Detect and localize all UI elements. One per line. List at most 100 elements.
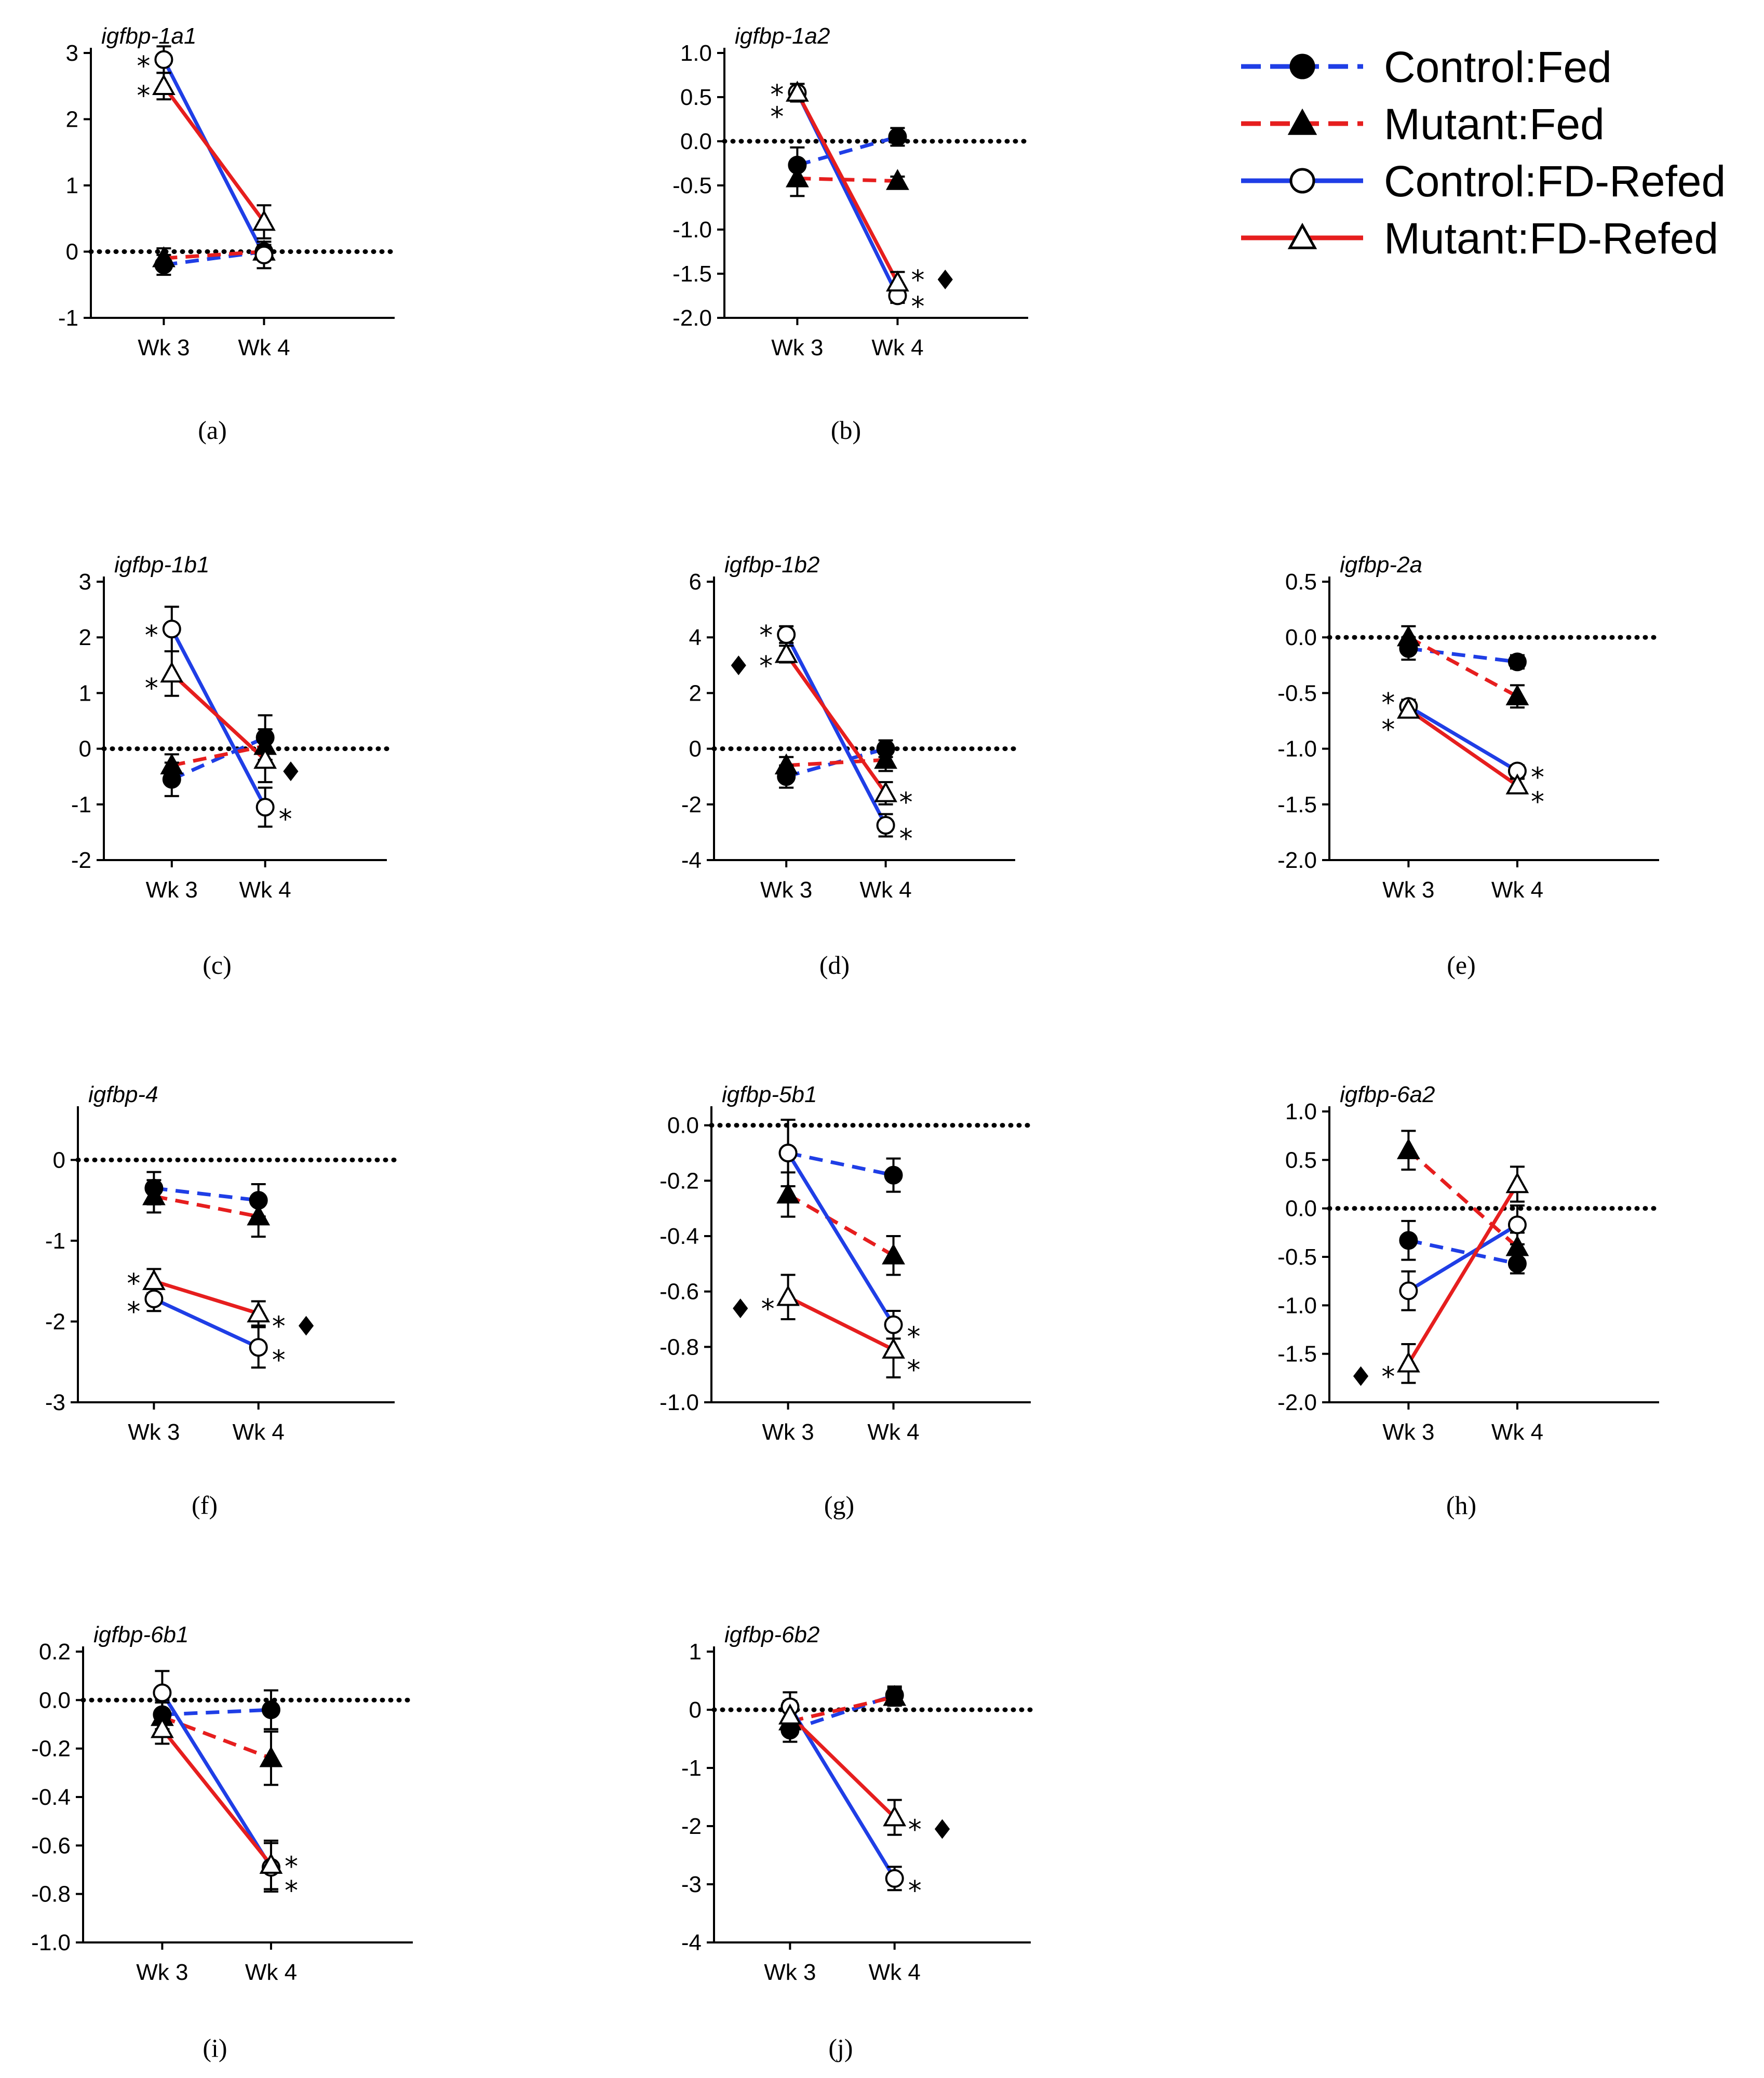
y-tick-label: 6: [689, 569, 702, 595]
data-point: [1397, 625, 1420, 647]
series-line: [1407, 708, 1518, 787]
y-tick-label: 3: [66, 41, 78, 66]
x-tick-label: Wk 4: [245, 1960, 297, 1985]
significance-marker: *: [907, 1321, 921, 1352]
significance-marker: *: [127, 1296, 140, 1328]
significance-marker: ♦: [279, 757, 303, 788]
data-point: [153, 1683, 172, 1702]
significance-marker: *: [137, 51, 150, 82]
series-line: [153, 1194, 259, 1218]
x-tick-label: Wk 3: [138, 335, 190, 360]
panel-h: -2.0 -1.5 -1.0 -0.5 0.0 0.5 1.0 Wk 3 Wk 4 igfbp-6…: [1277, 1082, 1662, 1520]
legend-marker: [1287, 108, 1317, 135]
y-tick-label: -1: [45, 1228, 65, 1254]
legend-marker: [1287, 222, 1317, 249]
y-tick-label: -0.2: [31, 1736, 71, 1762]
series-line: [171, 744, 266, 768]
series-line: [788, 1714, 896, 1819]
y-tick-label: 1: [689, 1639, 702, 1665]
data-point: [144, 1289, 164, 1308]
significance-marker: *: [911, 291, 924, 323]
legend-entry: Control:FD-Refed: [1241, 157, 1726, 206]
series-line: [160, 1692, 273, 1869]
y-tick-label: 0: [689, 1697, 702, 1723]
panel-b: -2.0 -1.5 -1.0 -0.5 0.0 0.5 1.0 Wk 3 Wk 4 igfbp-1…: [672, 23, 1031, 445]
y-tick-label: -1.5: [672, 261, 712, 287]
y-tick-label: -0.8: [31, 1882, 71, 1907]
y-tick-label: -1.0: [672, 217, 712, 243]
y-tick-label: -1.0: [1277, 1293, 1317, 1318]
legend-label: Control:FD-Refed: [1384, 157, 1726, 206]
significance-marker: * ♦: [911, 265, 957, 296]
series-line: [1408, 1238, 1518, 1266]
panel-label: (b): [831, 415, 861, 445]
panel-label: (e): [1447, 950, 1476, 980]
data-point: [255, 798, 275, 817]
y-tick-label: -0.2: [659, 1168, 699, 1194]
panel-label: (c): [203, 950, 232, 980]
y-tick-label: -0.5: [1277, 1244, 1317, 1270]
y-tick-label: 0: [53, 1147, 65, 1173]
panel-c: -2 -1 0 1 2 3 Wk 3 Wk 4 igfbp-1b1 * * ♦ * (c): [71, 552, 389, 980]
significance-marker: *: [770, 102, 784, 133]
significance-marker: * ♦: [908, 1814, 954, 1845]
series-line: [1408, 647, 1518, 664]
data-point: [882, 1243, 905, 1265]
y-tick-label: 1.0: [1285, 1099, 1317, 1124]
data-point: [885, 1869, 904, 1888]
series-line: [170, 672, 267, 761]
y-tick-label: 2: [66, 107, 78, 132]
y-tick-label: -0.5: [672, 173, 712, 198]
legend-entry: Mutant:FD-Refed: [1241, 214, 1718, 263]
significance-marker: *: [272, 1345, 286, 1376]
gene-title: igfbp-1b1: [114, 552, 209, 578]
significance-marker: *: [759, 620, 773, 651]
series-line: [787, 1192, 895, 1257]
data-point: [160, 661, 184, 683]
data-point: [884, 1315, 903, 1334]
gene-title: igfbp-5b1: [722, 1082, 817, 1107]
significance-marker: *: [285, 1875, 298, 1907]
data-point: [142, 1184, 166, 1205]
y-tick-label: 0.0: [680, 129, 712, 154]
significance-marker: *: [899, 823, 913, 854]
data-point: [261, 1700, 280, 1719]
panel-label: (f): [192, 1491, 218, 1520]
series-line: [160, 1728, 273, 1866]
panel-e: -2.0-1.5-1.0-0.50.00.5Wk 3 Wk 4igfbp-2a**…: [1277, 552, 1662, 980]
x-tick-label: Wk 3: [146, 877, 198, 903]
data-point: [1505, 773, 1529, 795]
panel-g: -1.0 -0.8 -0.6 -0.4 -0.2 0.0 Wk 3 Wk 4 igfbp-5b1…: [659, 1082, 1033, 1520]
panel-label: (h): [1446, 1491, 1476, 1520]
y-tick-label: 2: [79, 625, 91, 650]
data-point: [162, 620, 181, 639]
y-tick-label: 0.5: [1285, 1147, 1317, 1173]
x-tick-label: Wk 4: [233, 1419, 285, 1445]
series-line: [788, 1706, 896, 1880]
y-tick-label: -1.0: [659, 1390, 699, 1415]
data-point: [1505, 1235, 1529, 1256]
data-point: [876, 816, 895, 835]
y-tick-label: 4: [689, 625, 702, 650]
significance-marker: * ♦: [272, 1311, 318, 1342]
series-line: [785, 653, 887, 795]
panel-label: (d): [819, 950, 850, 980]
significance-marker: *: [908, 1875, 922, 1907]
y-tick-label: -0.8: [659, 1334, 699, 1360]
series-line: [787, 1295, 895, 1351]
legend-label: Mutant:FD-Refed: [1384, 214, 1718, 263]
data-point: [1399, 1231, 1418, 1250]
data-point: [786, 166, 809, 187]
data-point: [1397, 1138, 1420, 1159]
gene-title: igfbp-1a1: [101, 23, 196, 49]
data-point: [259, 1746, 283, 1767]
data-point: [1507, 652, 1527, 672]
y-tick-label: 0: [66, 239, 78, 265]
data-point: [1507, 1215, 1527, 1235]
y-tick-label: -0.4: [31, 1785, 71, 1810]
significance-marker: ♦ *: [726, 651, 773, 682]
data-point: [254, 245, 274, 264]
